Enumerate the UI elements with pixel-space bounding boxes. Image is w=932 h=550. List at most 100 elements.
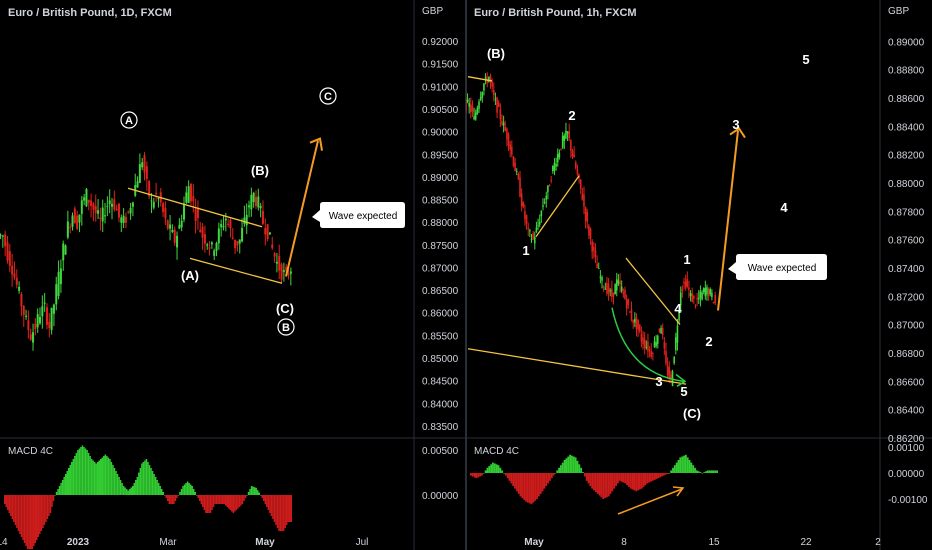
candle-body (679, 292, 682, 305)
macd-bar (646, 473, 649, 484)
macd-bar (78, 448, 81, 495)
candle-body (15, 277, 18, 285)
macd-bar (664, 473, 667, 475)
macd-bar (5, 495, 8, 507)
macd-bar (278, 495, 280, 531)
panel-divider[interactable] (465, 0, 467, 550)
macd-bar (32, 495, 35, 546)
candle-body (0, 234, 2, 236)
x-tick-label: May (255, 537, 275, 548)
macd-bar (593, 473, 595, 491)
candle-body (243, 217, 246, 224)
macd-bar (206, 495, 209, 513)
right-chart-panel[interactable]: Euro / British Pound, 1h, FXCM GBP 0.89000… (466, 0, 932, 550)
macd-bar (290, 495, 292, 522)
macd-bar (173, 495, 175, 504)
macd-bar (51, 495, 53, 507)
right-chart-svg[interactable]: Euro / British Pound, 1h, FXCM GBP 0.89000… (466, 0, 932, 550)
candle-body (176, 235, 179, 248)
macd-bar (83, 447, 85, 495)
macd-bar (104, 454, 107, 495)
candle-body (87, 199, 90, 203)
left-chart-svg[interactable]: Euro / British Pound, 1D, FXCM GBP 0.92000… (0, 0, 466, 550)
macd-bar (153, 474, 155, 495)
candle-body (220, 223, 223, 228)
long-support-line (467, 348, 687, 385)
wave-label-5: 5 (680, 384, 687, 399)
candle-body (150, 200, 153, 202)
candle-body (706, 287, 708, 295)
candle-body (470, 104, 472, 112)
projection-arrow-head (309, 137, 323, 151)
macd-bar (118, 477, 120, 495)
candle-body (656, 335, 659, 344)
macd-bar (191, 486, 193, 495)
macd-bar (26, 495, 29, 549)
macd-bar (202, 495, 204, 507)
macd-bar (615, 473, 617, 486)
candle-body (241, 228, 244, 242)
candle-body (71, 215, 74, 227)
macd-bar (42, 495, 44, 528)
x-tick-label: 22 (800, 537, 812, 548)
macd-bar (264, 495, 267, 504)
candle-body (599, 276, 602, 278)
candle-body (573, 154, 575, 158)
macd-bar (124, 487, 126, 495)
candle-body (591, 241, 593, 252)
macd-bar (631, 473, 634, 490)
candle-body (201, 226, 204, 238)
macd-bar (154, 477, 157, 495)
candle-body (507, 133, 510, 146)
macd-bar (716, 470, 718, 473)
candle-body (466, 100, 467, 111)
macd-bar (168, 495, 171, 504)
macd-tick-label: 0.00000 (422, 491, 459, 502)
macd-bar (694, 467, 696, 473)
macd-bar (488, 466, 491, 473)
macd-bar (539, 473, 542, 494)
macd-bar (139, 468, 142, 495)
macd-tick-label: 0.00100 (888, 443, 925, 454)
macd-bar (160, 489, 163, 495)
macd-bar (288, 495, 291, 522)
candle-body (1, 235, 4, 237)
candle-body (48, 321, 51, 329)
candle-body (97, 210, 100, 214)
candle-body (522, 202, 525, 207)
macd-bar (587, 473, 590, 484)
candle-body (696, 298, 698, 300)
candle-body (519, 177, 521, 197)
candle-body (496, 97, 498, 113)
candle-body (638, 325, 641, 332)
price-tick-label: 0.90500 (422, 105, 459, 116)
macd-bar (512, 473, 515, 486)
macd-bar (284, 495, 286, 528)
macd-bar (159, 486, 161, 495)
candle-body (231, 237, 234, 239)
macd-bar (256, 490, 259, 495)
macd-bar (199, 495, 201, 501)
candle-body (594, 250, 597, 257)
candle-body (532, 233, 534, 239)
macd-bar (8, 495, 11, 513)
macd-bar (589, 473, 592, 486)
candle-body (537, 225, 539, 227)
macd-bar (243, 495, 245, 501)
candle-body (660, 327, 662, 334)
macd-bar (600, 473, 603, 498)
macd-bar (490, 464, 493, 473)
macd-bar (648, 473, 651, 483)
candle-body (106, 205, 109, 207)
candle-body (694, 305, 697, 307)
price-tick-label: 0.88000 (888, 179, 925, 190)
macd-bar (16, 495, 18, 528)
left-chart-panel[interactable]: Euro / British Pound, 1D, FXCM GBP 0.92000… (0, 0, 466, 550)
macd-bar (244, 495, 247, 498)
macd-bar (611, 473, 614, 492)
candle-body (553, 162, 556, 172)
candle-body (483, 83, 485, 91)
macd-bar (604, 473, 606, 499)
candle-body (579, 179, 582, 189)
candle-body (538, 221, 541, 225)
